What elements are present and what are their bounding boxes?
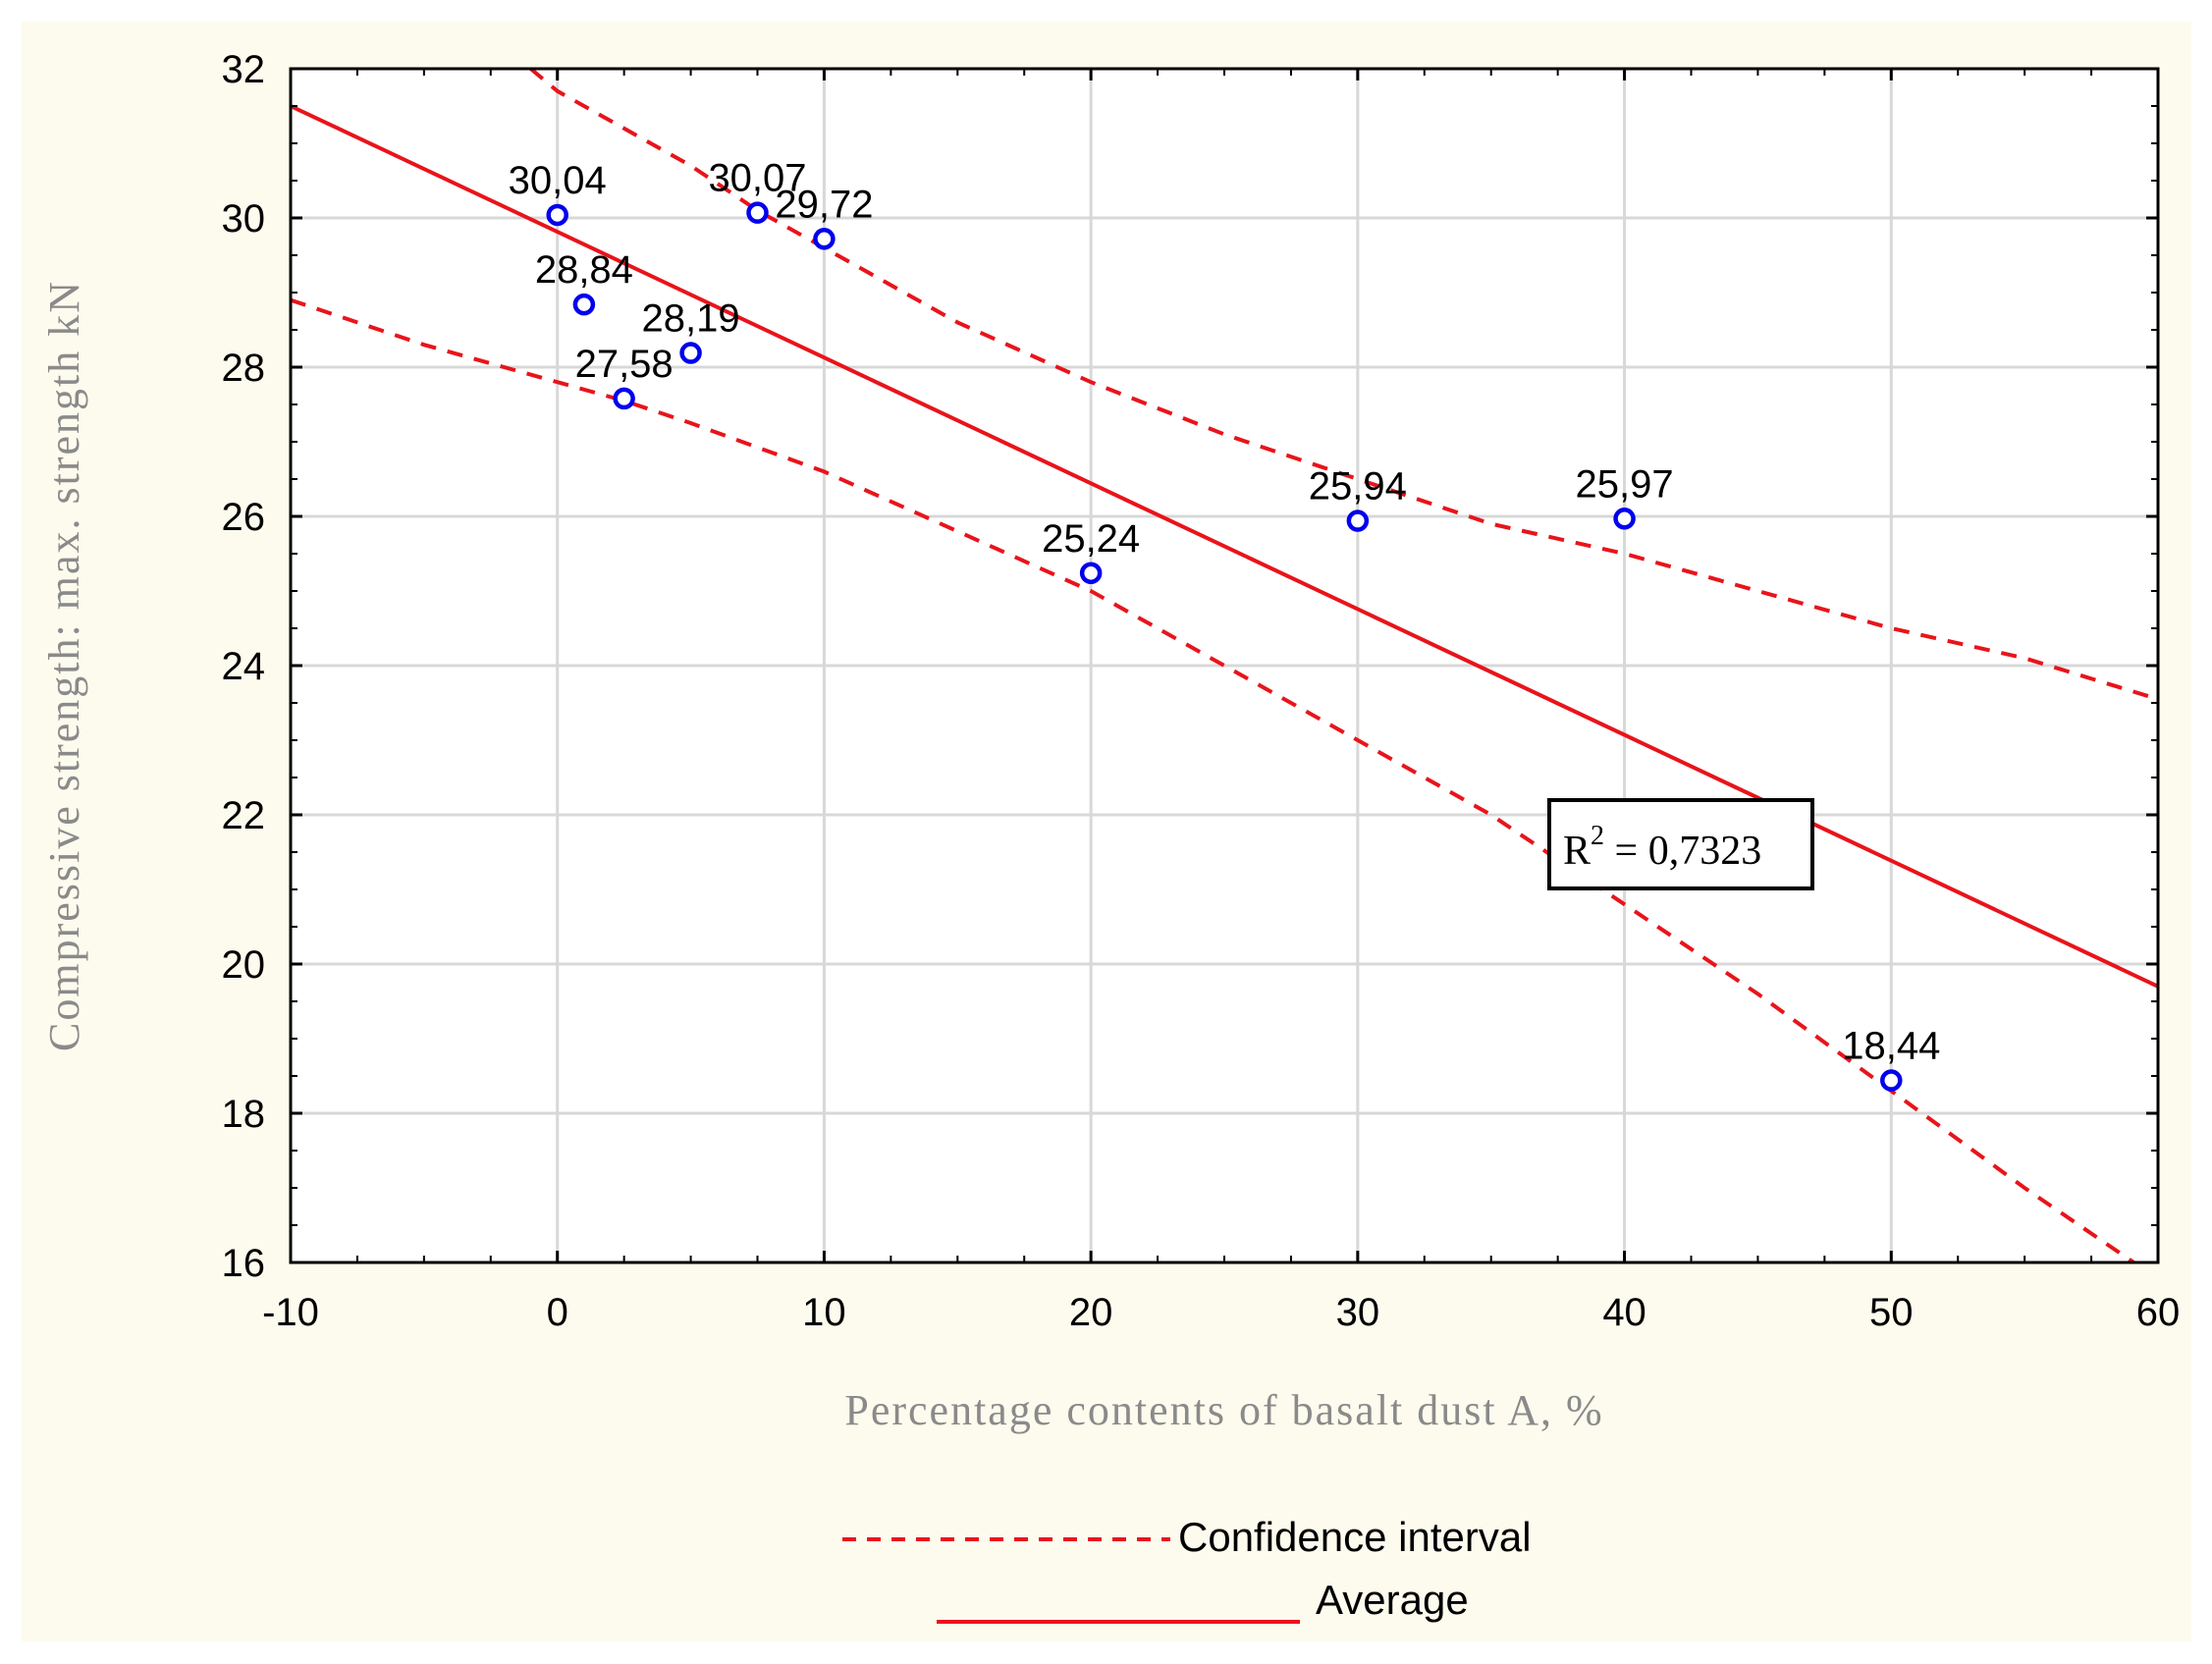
data-point-1 <box>572 293 596 316</box>
legend: Confidence interval Average <box>842 1514 1532 1624</box>
data-label-4: 30,07 <box>708 157 806 200</box>
confidence-lower-series <box>291 297 2137 1262</box>
confidence-upper-series <box>529 69 2158 702</box>
x-tick-label: 0 <box>547 1291 568 1334</box>
x-tick-label: 50 <box>1869 1291 1914 1334</box>
data-point-3 <box>679 342 702 364</box>
data-label-1: 28,84 <box>535 248 633 292</box>
data-point-6 <box>1079 562 1103 585</box>
axis-ticks <box>289 67 2160 1264</box>
x-axis-title: Percentage contents of basalt dust A, % <box>844 1386 1603 1434</box>
x-axis-tick-labels: -10 0 10 20 30 40 50 60 <box>262 1291 2180 1334</box>
confidence-lower-line <box>291 297 2137 1262</box>
y-tick-label: 30 <box>222 197 266 241</box>
y-tick-label: 28 <box>222 347 266 390</box>
x-tick-label: 40 <box>1602 1291 1646 1334</box>
x-tick-label: 20 <box>1069 1291 1113 1334</box>
data-label-0: 30,04 <box>509 159 607 202</box>
series-layer <box>291 69 2158 1262</box>
confidence-upper-line <box>529 69 2158 702</box>
x-tick-label: 60 <box>2136 1291 2181 1334</box>
annotation-text: R2 = 0,7323 <box>1563 821 1761 874</box>
data-point-8 <box>1613 508 1636 530</box>
y-tick-label: 26 <box>222 496 266 539</box>
data-label-3: 28,19 <box>642 297 740 341</box>
data-label-7: 25,94 <box>1309 465 1407 509</box>
r-squared-annotation: R2 = 0,7323 <box>1547 798 1814 890</box>
y-axis-tick-labels: 16 18 20 22 24 26 28 30 32 <box>222 48 266 1285</box>
data-point-0 <box>546 203 568 227</box>
data-label-2: 27,58 <box>575 343 674 386</box>
annotation-exponent: 2 <box>1591 821 1604 851</box>
x-tick-label: 10 <box>802 1291 846 1334</box>
data-point-4 <box>746 201 769 224</box>
y-tick-label: 24 <box>222 645 266 688</box>
data-label-9: 18,44 <box>1842 1025 1940 1068</box>
y-tick-label: 18 <box>222 1093 266 1136</box>
data-point-2 <box>613 387 635 410</box>
annotation-box <box>1547 798 1814 890</box>
legend-label-average: Average <box>1316 1577 1469 1623</box>
x-tick-label: 30 <box>1336 1291 1380 1334</box>
data-label-8: 25,97 <box>1576 462 1674 506</box>
data-point-9 <box>1880 1069 1903 1092</box>
data-point-7 <box>1346 510 1370 532</box>
y-tick-label: 20 <box>222 943 266 987</box>
legend-label-confidence: Confidence interval <box>1178 1514 1532 1560</box>
y-tick-label: 16 <box>222 1242 266 1285</box>
y-tick-label: 22 <box>222 794 266 837</box>
average-series <box>291 104 2158 989</box>
data-label-6: 25,24 <box>1042 517 1140 561</box>
y-axis-title: Compressive strength: max. strength kN <box>40 280 88 1051</box>
data-point-5 <box>813 228 836 250</box>
x-tick-label: -10 <box>262 1291 319 1334</box>
data-label-5: 29,72 <box>775 183 873 226</box>
data-points <box>546 201 1903 1092</box>
annotation-base: R <box>1563 829 1591 874</box>
average-regression-line <box>291 104 2158 989</box>
annotation-value: = 0,7323 <box>1604 829 1761 874</box>
y-tick-label: 32 <box>222 48 266 91</box>
